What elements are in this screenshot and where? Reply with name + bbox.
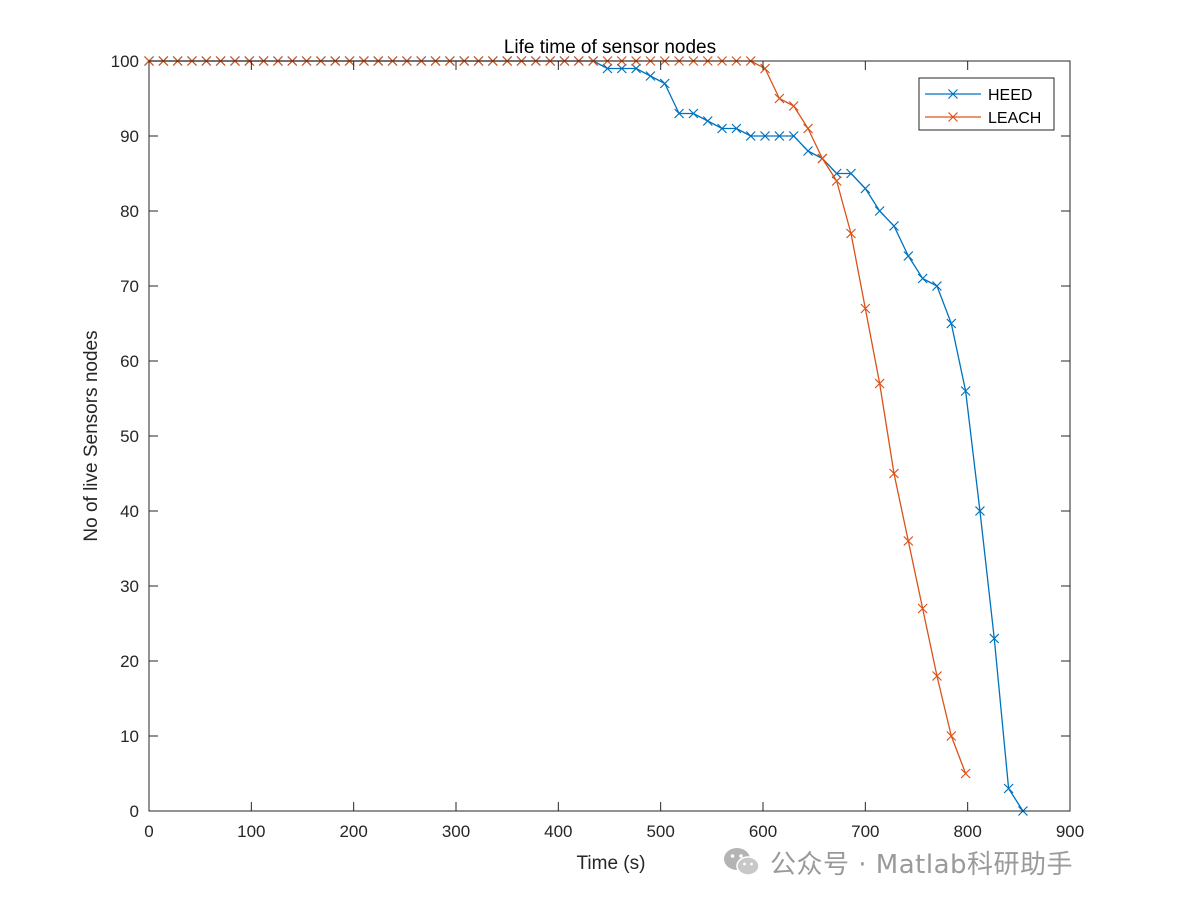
data-point-leach: [788, 101, 799, 111]
data-point-leach: [774, 93, 785, 104]
data-point-leach: [960, 768, 971, 779]
data-point-heed: [989, 633, 1000, 644]
data-point-leach: [803, 123, 813, 134]
data-point-heed: [659, 78, 670, 89]
data-point-leach: [860, 303, 871, 314]
watermark: 公众号 · Matlab科研助手: [722, 842, 1073, 882]
data-point-leach: [760, 63, 770, 74]
legend-box: [918, 77, 1055, 131]
legend-entry-heed: HEED: [925, 87, 1032, 104]
x-tick-label: 700: [851, 822, 879, 841]
data-point-heed: [917, 273, 928, 284]
data-point-heed: [1003, 783, 1014, 794]
data-point-heed: [760, 131, 770, 141]
data-point-heed: [645, 71, 656, 81]
plot-area: [149, 61, 1070, 811]
wechat-icon: [724, 848, 760, 876]
data-point-heed: [889, 221, 899, 231]
data-point-heed: [674, 108, 685, 119]
data-point-heed: [731, 123, 742, 134]
legend-entry-leach: LEACH: [925, 110, 1041, 127]
x-tick-label: 500: [646, 822, 674, 841]
y-tick-label: 100: [111, 52, 139, 71]
data-point-heed: [788, 131, 799, 141]
legend-marker-heed: [948, 89, 958, 99]
data-point-leach: [817, 153, 828, 164]
x-tick-label: 300: [442, 822, 470, 841]
data-point-heed: [717, 123, 727, 134]
data-point-heed: [616, 63, 627, 74]
data-point-leach: [917, 603, 928, 614]
x-tick-label: 200: [339, 822, 367, 841]
data-point-heed: [860, 183, 871, 194]
x-tick-label: 900: [1056, 822, 1084, 841]
data-point-heed: [960, 386, 971, 396]
y-tick-label: 30: [120, 577, 139, 596]
data-point-heed: [803, 146, 813, 156]
chart-title: Life time of sensor nodes: [504, 37, 716, 58]
y-tick-label: 70: [120, 277, 139, 296]
data-point-heed: [903, 251, 914, 261]
data-point-leach: [874, 378, 885, 389]
data-point-heed: [874, 206, 885, 216]
data-point-heed: [946, 318, 957, 329]
y-axis-label: No of live Sensors nodes: [81, 330, 102, 541]
data-point-heed: [702, 116, 713, 126]
data-point-leach: [946, 731, 957, 741]
data-point-leach: [889, 468, 899, 479]
y-tick-label: 50: [120, 427, 139, 446]
legend-label-leach: LEACH: [988, 110, 1041, 127]
data-point-heed: [602, 63, 613, 74]
x-tick-label: 400: [544, 822, 572, 841]
legend-label-heed: HEED: [988, 87, 1032, 104]
data-point-heed: [846, 168, 856, 179]
data-point-leach: [846, 228, 856, 239]
legend-marker-leach: [948, 112, 958, 122]
data-point-heed: [932, 281, 942, 291]
x-tick-label: 600: [749, 822, 777, 841]
watermark-text: 公众号 · Matlab科研助手: [770, 849, 1074, 880]
data-point-heed: [745, 131, 756, 141]
y-tick-label: 10: [120, 727, 139, 746]
data-point-heed: [631, 63, 642, 74]
x-tick-label: 100: [237, 822, 265, 841]
legend: HEED LEACH: [918, 77, 1055, 131]
x-tick-label: 0: [144, 822, 153, 841]
y-tick-label: 90: [120, 127, 139, 146]
x-tick-label: 800: [953, 822, 981, 841]
data-point-heed: [774, 131, 785, 141]
data-point-leach: [903, 536, 914, 546]
y-tick-label: 80: [120, 202, 139, 221]
data-point-heed: [688, 108, 699, 119]
ticks-layer: 0 100 200 300 400 500 600 700 800 900 0 10 20 30 40 50 6…: [111, 52, 1085, 841]
y-tick-label: 40: [120, 502, 139, 521]
y-tick-label: 20: [120, 652, 139, 671]
y-tick-label: 0: [130, 802, 139, 821]
data-point-leach: [932, 671, 942, 681]
x-axis-label: Time (s): [577, 853, 646, 874]
data-point-heed: [975, 506, 985, 516]
data-point-leach: [831, 176, 842, 186]
y-tick-label: 60: [120, 352, 139, 371]
